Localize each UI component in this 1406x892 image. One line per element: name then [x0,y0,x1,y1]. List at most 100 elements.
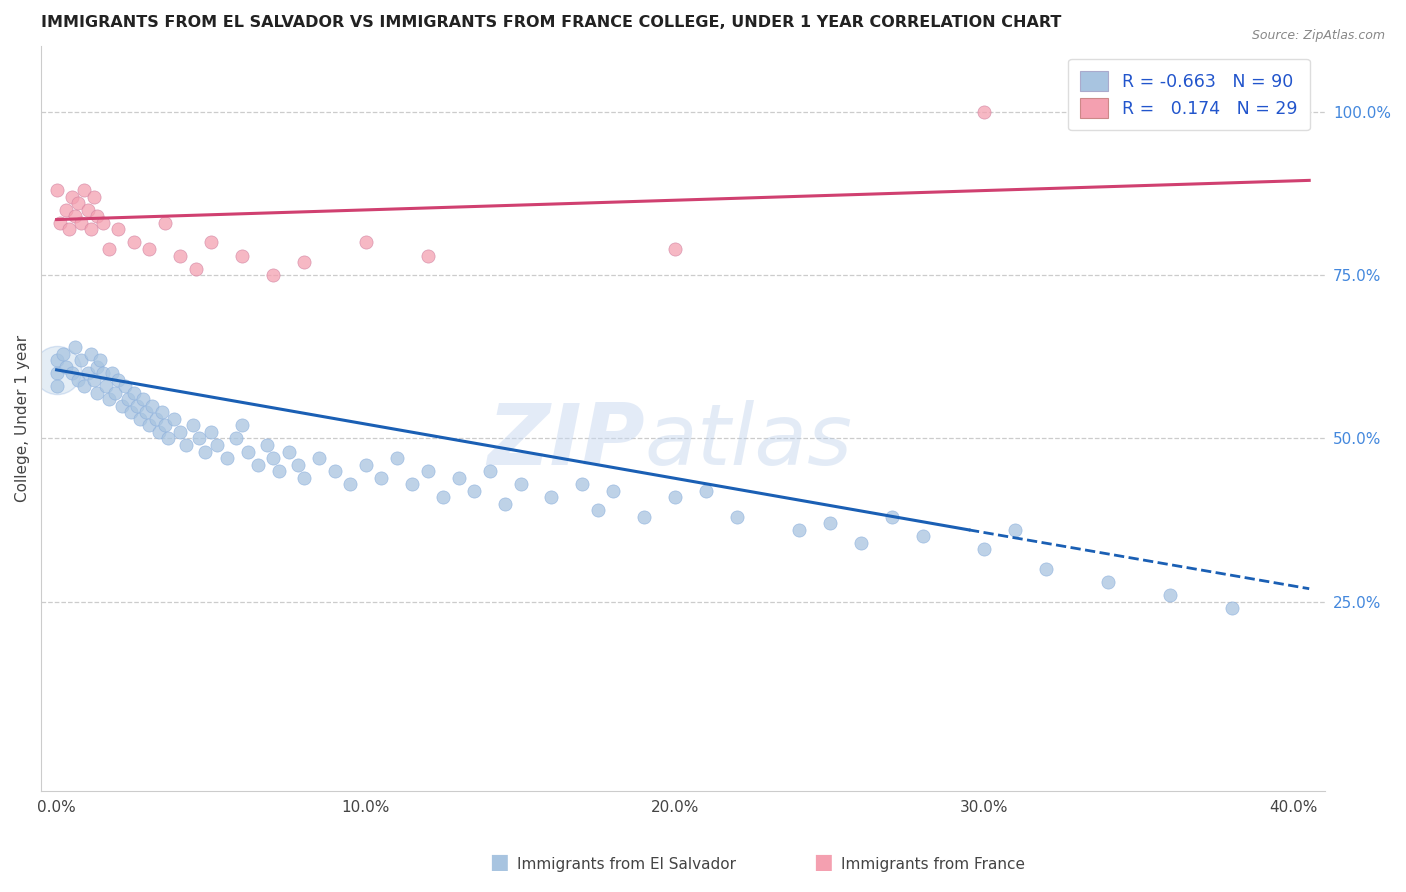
Point [91,216,114,230]
Point [48,216,70,230]
Point [45,366,67,380]
Point [76,202,98,217]
Point [354,235,377,250]
Point [148,425,170,439]
Point [215,450,238,465]
Point [238,444,260,458]
Point [79,346,101,360]
Point [122,235,145,250]
Point [141,399,163,413]
Point [181,418,204,433]
Point [586,503,609,517]
Point [107,222,129,236]
Point [370,470,392,484]
Point [478,464,501,478]
Point [163,412,186,426]
Point [145,412,167,426]
Point [269,464,291,478]
Point [695,483,717,498]
Point [122,385,145,400]
Point [117,392,139,407]
Point [67,196,90,211]
Point [1097,575,1119,590]
Point [664,242,686,256]
Point [787,523,810,537]
Point [45,353,67,368]
Point [132,392,155,407]
Point [150,405,173,419]
Point [94,379,117,393]
Point [1220,601,1243,615]
Point [101,366,124,380]
Point [169,425,191,439]
Point [98,242,121,256]
Point [86,385,108,400]
Point [308,450,330,465]
Point [256,438,278,452]
Text: Source: ZipAtlas.com: Source: ZipAtlas.com [1251,29,1385,42]
Point [73,379,96,393]
Point [58,222,80,236]
Point [138,242,160,256]
Point [277,444,299,458]
Legend: R = -0.663   N = 90, R =   0.174   N = 29: R = -0.663 N = 90, R = 0.174 N = 29 [1069,59,1309,130]
Point [194,444,217,458]
Point [416,248,439,262]
Point [73,183,96,197]
Point [664,490,686,504]
Point [107,373,129,387]
Point [292,255,315,269]
Point [120,405,142,419]
Point [463,483,485,498]
Point [880,509,903,524]
Point [86,359,108,374]
Text: IMMIGRANTS FROM EL SALVADOR VS IMMIGRANTS FROM FRANCE COLLEGE, UNDER 1 YEAR CORR: IMMIGRANTS FROM EL SALVADOR VS IMMIGRANT… [41,15,1062,30]
Point [207,438,229,452]
Point [63,340,86,354]
Point [110,399,132,413]
Point [153,216,176,230]
Point [725,509,748,524]
Point [98,392,121,407]
Point [200,425,222,439]
Text: ZIP: ZIP [486,400,644,483]
Point [63,209,86,223]
Point [55,359,77,374]
Point [70,353,93,368]
Text: Immigrants from France: Immigrants from France [841,857,1025,872]
Point [86,209,108,223]
Point [55,202,77,217]
Point [246,458,269,472]
Point [354,458,377,472]
Point [262,268,284,282]
Point [973,104,995,119]
Point [79,222,101,236]
Point [849,536,872,550]
Text: atlas: atlas [644,400,852,483]
Point [1004,523,1026,537]
Point [287,458,309,472]
Point [262,450,284,465]
Point [104,385,127,400]
Point [602,483,624,498]
Text: ■: ■ [489,853,509,872]
Point [911,529,934,543]
Point [60,190,83,204]
Point [292,470,315,484]
Y-axis label: College, Under 1 year: College, Under 1 year [15,335,30,502]
Text: ■: ■ [813,853,832,872]
Text: Immigrants from El Salvador: Immigrants from El Salvador [517,857,737,872]
Point [184,261,207,276]
Point [973,542,995,557]
Point [83,190,105,204]
Point [70,216,93,230]
Point [129,412,152,426]
Point [169,248,191,262]
Point [45,379,67,393]
Point [231,248,253,262]
Point [89,353,111,368]
Point [156,432,179,446]
Point [540,490,562,504]
Point [447,470,470,484]
Point [571,477,593,491]
